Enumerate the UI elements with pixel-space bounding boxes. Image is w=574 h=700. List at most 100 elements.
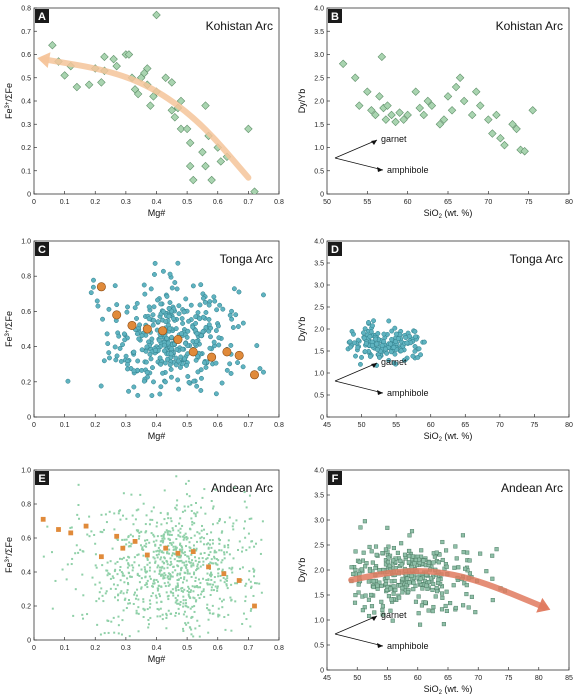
data-point [77, 551, 80, 554]
data-point [158, 570, 161, 573]
panel-letter-box [35, 9, 49, 23]
data-point [137, 537, 140, 540]
data-point [152, 550, 155, 553]
data-point [182, 627, 185, 630]
data-point [206, 302, 212, 308]
data-point [167, 609, 170, 612]
mean-point [96, 282, 106, 292]
data-point [381, 331, 387, 337]
y-tick-label: 4.0 [314, 239, 324, 246]
data-point [194, 502, 197, 505]
data-point [367, 106, 376, 115]
data-point [159, 511, 162, 514]
data-point [433, 594, 438, 599]
data-point [159, 615, 162, 618]
data-point [207, 546, 210, 549]
data-point [160, 370, 166, 376]
data-point [210, 573, 213, 576]
data-point [182, 356, 188, 362]
data-point [407, 533, 412, 538]
data-point [167, 581, 170, 584]
data-point [183, 610, 186, 613]
data-point [217, 615, 220, 618]
data-point [187, 585, 190, 588]
data-point [377, 52, 387, 62]
data-point [136, 588, 139, 591]
y-tick-label: 3.0 [314, 518, 324, 525]
data-point [416, 346, 422, 352]
data-point [146, 304, 152, 310]
data-point [252, 594, 255, 597]
x-axis-label-subscript: 2 [439, 690, 443, 696]
data-point [218, 539, 221, 542]
data-point [118, 359, 124, 364]
data-point [512, 124, 521, 134]
data-point [352, 600, 358, 605]
data-point [456, 565, 461, 570]
data-point [160, 600, 163, 603]
data-point [171, 575, 174, 578]
data-point [197, 578, 200, 581]
data-point [190, 509, 193, 512]
data-point [167, 362, 173, 368]
data-point [179, 531, 182, 534]
data-point [467, 558, 472, 563]
data-point [196, 531, 199, 534]
data-point [123, 538, 126, 541]
data-point [176, 560, 179, 563]
mean-point [207, 352, 217, 362]
data-point [152, 556, 155, 559]
data-point [160, 566, 163, 569]
data-point [183, 576, 186, 579]
data-point [393, 331, 399, 337]
data-point [156, 615, 159, 618]
data-point [208, 609, 211, 612]
data-point [194, 600, 197, 603]
data-point [206, 572, 209, 575]
data-point [210, 546, 213, 549]
data-point [427, 101, 437, 110]
data-point [189, 597, 192, 600]
data-point [448, 601, 453, 606]
data-point [141, 282, 147, 288]
data-point [126, 388, 132, 394]
data-point [176, 303, 182, 309]
data-point [380, 612, 385, 617]
data-point [95, 566, 98, 569]
garnet-label: garnet [381, 357, 407, 367]
data-point [163, 533, 166, 536]
data-point [153, 570, 156, 573]
x-tick-label: 55 [384, 675, 392, 682]
data-point [520, 146, 529, 156]
x-tick-label: 80 [565, 199, 573, 206]
data-point [127, 562, 130, 565]
data-point [191, 523, 194, 526]
data-point [192, 547, 195, 550]
y-axis-label: Fe3+/ΣFe [4, 537, 14, 573]
data-point [152, 582, 155, 585]
data-point [213, 576, 216, 579]
data-point [163, 518, 166, 521]
data-point [184, 482, 187, 485]
data-point [198, 635, 201, 638]
data-point [181, 548, 184, 551]
data-point [245, 618, 248, 621]
data-point [193, 610, 196, 613]
data-point [166, 551, 169, 554]
data-point [202, 590, 205, 593]
data-point [157, 553, 160, 556]
data-point [193, 357, 199, 363]
data-point [207, 542, 210, 545]
data-point [125, 606, 128, 609]
data-point [187, 591, 190, 594]
data-point [165, 559, 168, 562]
data-point [122, 492, 125, 495]
data-point [191, 585, 194, 588]
data-point [147, 351, 153, 357]
data-point [100, 52, 109, 62]
y-axis-label-superscript: 3+ [5, 555, 11, 562]
data-point [198, 532, 201, 535]
mean-point [175, 550, 181, 556]
data-point [200, 590, 203, 593]
data-point [144, 344, 150, 350]
